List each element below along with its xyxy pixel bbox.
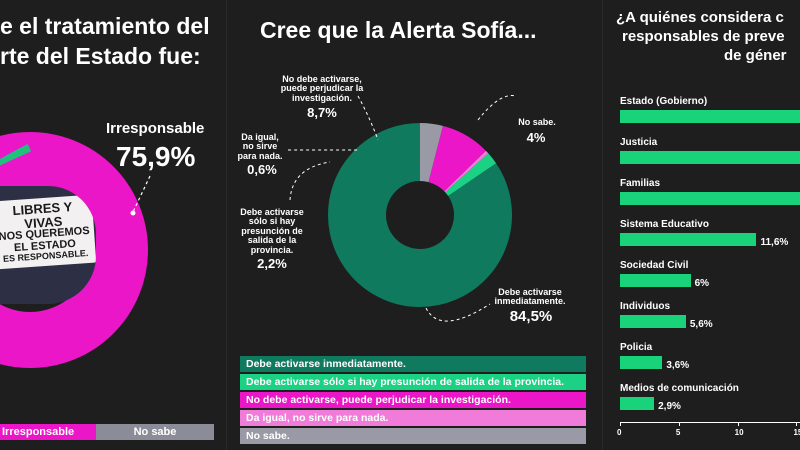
bar-1: [620, 151, 800, 164]
left-legend-nosabe-label: No sabe: [133, 426, 177, 438]
left-value-irresponsable: 75,9%: [116, 141, 196, 172]
right-panel: ¿A quiénes considera c responsables de p…: [606, 0, 800, 450]
legend-row-nosabe: No sabe.: [240, 428, 586, 444]
leader-nosabe: [477, 95, 517, 121]
left-legend-irresponsable-label: Irresponsable: [2, 426, 75, 438]
x-tick-mark-0: [620, 422, 621, 426]
x-tick-label-3: 15: [793, 428, 800, 437]
bar-chart: Estado (Gobierno) Justicia Familias Sistema…: [606, 0, 800, 450]
bar-label-1: Justicia: [620, 137, 658, 148]
bar-7: [620, 397, 655, 410]
label-perjudicar: No debe activarse, puede perjudicar la i…: [280, 74, 364, 103]
left-legend-nosabe: No sabe: [96, 424, 214, 440]
bar-6: [620, 356, 663, 369]
protest-sign: LIBRES Y VIVAS NOS QUEREMOS EL ESTADO ES…: [0, 194, 96, 270]
left-donut-green-slice: [0, 143, 32, 166]
bar-label-2: Familias: [620, 178, 661, 189]
x-tick-mark-1: [678, 422, 680, 426]
x-axis-line: [620, 422, 800, 423]
left-panel: e el tratamiento del rte del Estado fue:…: [0, 0, 222, 450]
bar-value-4: 6%: [694, 278, 710, 289]
leader-inmediata: [425, 303, 491, 322]
pct-perjudicar: 8,7%: [307, 105, 337, 120]
bar-2: [620, 192, 800, 205]
slice-presuncion: [444, 153, 497, 197]
bar-5: [620, 315, 686, 328]
separator-left: [226, 0, 227, 450]
right-title-line3: de géner: [724, 47, 787, 64]
slice-igual: [444, 150, 489, 193]
x-tick-mark-3: [796, 422, 798, 426]
slice-nosabe: [419, 123, 443, 183]
leader-perjudicar: [357, 95, 379, 141]
bar-4: [620, 274, 691, 287]
left-donut: [0, 132, 151, 368]
legend-row-presuncion-text: Debe activarse sólo si hay presunción de…: [246, 376, 565, 388]
left-legend-irresponsable: Irresponsable: [0, 424, 96, 440]
bar-label-5: Individuos: [620, 301, 670, 312]
middle-panel: Cree que la Alerta Sofía... No debe acti…: [230, 0, 596, 450]
legend-row-inmediata: Debe activarse inmediatamente.: [240, 356, 586, 372]
legend-row-perjudicar-text: No debe activarse, puede perjudicar la i…: [246, 394, 511, 406]
legend-row-nosabe-text: No sabe.: [246, 430, 290, 442]
pct-presuncion: 2,2%: [257, 256, 287, 271]
x-tick-label-2: 10: [734, 428, 744, 437]
bar-0: [620, 110, 800, 123]
legend-row-igual: Da igual, no sirve para nada.: [240, 410, 586, 426]
bar-value-7: 2,9%: [658, 401, 681, 412]
middle-title: Cree que la Alerta Sofía...: [260, 17, 537, 43]
left-title-line2: rte del Estado fue:: [0, 43, 201, 69]
separator-right: [602, 0, 603, 450]
bar-value-3: 11,6%: [760, 237, 789, 248]
bar-label-6: Policia: [620, 342, 653, 353]
label-nosabe: No sabe.: [518, 117, 556, 127]
slice-inmediata: [328, 123, 512, 307]
protest-photo: LIBRES Y VIVAS NOS QUEREMOS EL ESTADO ES…: [0, 186, 96, 304]
bar-3: [620, 233, 757, 246]
label-presuncion: Debe activarse sólo si hay presunción de…: [240, 207, 304, 255]
right-title-line1: ¿A quiénes considera c: [616, 9, 784, 26]
label-inmediata: Debe activarse inmediatamente.: [494, 287, 566, 307]
left-annotation-dot: [130, 210, 136, 216]
left-title-line1: e el tratamiento del: [0, 13, 210, 39]
left-annotation-arrow: [132, 175, 151, 213]
legend-row-perjudicar: No debe activarse, puede perjudicar la i…: [240, 392, 586, 408]
left-label-irresponsable: Irresponsable: [106, 120, 205, 137]
bar-value-6: 3,6%: [666, 360, 690, 371]
bar-label-3: Sistema Educativo: [620, 219, 709, 230]
left-donut-magenta-ring: [0, 132, 148, 368]
label-igual: Da igual, no sirve para nada.: [237, 132, 283, 161]
slice-perjudicar: [427, 125, 486, 193]
pct-inmediata: 84,5%: [509, 308, 553, 325]
legend-row-igual-text: Da igual, no sirve para nada.: [246, 412, 389, 424]
bar-label-4: Sociedad Civil: [620, 260, 689, 271]
x-tick-label-0: 0: [617, 428, 622, 437]
alerta-donut-chart: [287, 95, 517, 322]
leader-presuncion: [289, 161, 331, 201]
bar-label-7: Medios de comunicación: [620, 383, 739, 394]
pct-nosabe: 4%: [526, 130, 546, 145]
x-tick-label-1: 5: [675, 428, 681, 437]
bar-label-0: Estado (Gobierno): [620, 96, 708, 107]
bar-value-5: 5,6%: [689, 319, 713, 330]
legend-row-inmediata-text: Debe activarse inmediatamente.: [246, 358, 406, 370]
x-tick-mark-2: [737, 422, 739, 426]
legend-row-presuncion: Debe activarse sólo si hay presunción de…: [240, 374, 586, 390]
right-title-line2: responsables de preve: [622, 28, 785, 45]
pct-igual: 0,6%: [247, 162, 277, 177]
